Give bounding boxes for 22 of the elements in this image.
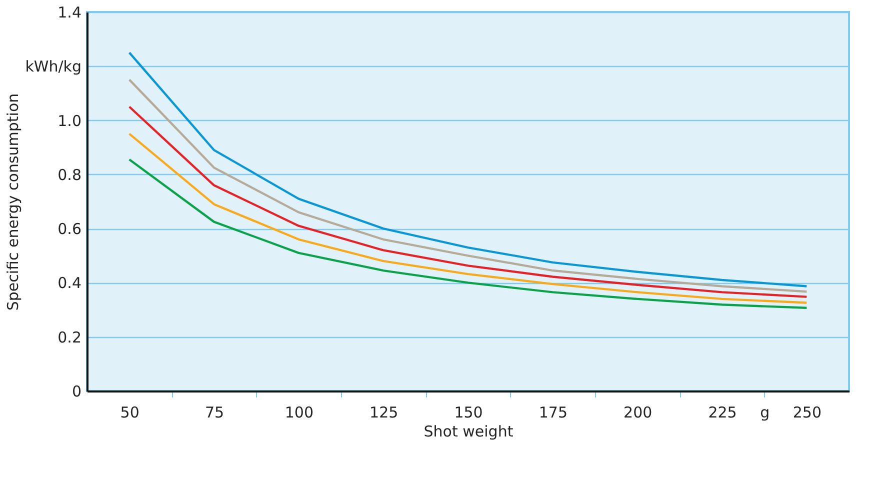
y-tick-label: kWh/kg (25, 58, 82, 76)
y-tick-label: 0.2 (58, 328, 82, 346)
y-tick-label: 1.4 (58, 4, 82, 22)
line-series (128, 132, 808, 304)
y-tick-label: 0.4 (58, 274, 82, 292)
x-tick-label: g (760, 404, 770, 422)
line-series (128, 158, 808, 309)
x-axis-title: Shot weight (424, 422, 514, 440)
y-tick-label: 0 (72, 382, 82, 400)
x-tick-label: 150 (454, 404, 483, 422)
x-tick-label: 175 (538, 404, 568, 422)
x-tick-label: 75 (204, 404, 224, 422)
x-tick-label: 50 (120, 404, 140, 422)
x-tick-label: 225 (708, 404, 737, 422)
y-tick-label: 0.8 (58, 166, 82, 184)
y-tick-label: 1.0 (58, 112, 82, 130)
y-tick-label: 0.6 (58, 220, 82, 238)
x-tick-label: 250 (792, 404, 822, 422)
x-tick-label: 200 (624, 404, 652, 422)
y-axis-title: Specific energy consumption (4, 93, 22, 311)
x-tick-label: 125 (370, 404, 398, 422)
x-tick-label: 100 (284, 404, 314, 422)
